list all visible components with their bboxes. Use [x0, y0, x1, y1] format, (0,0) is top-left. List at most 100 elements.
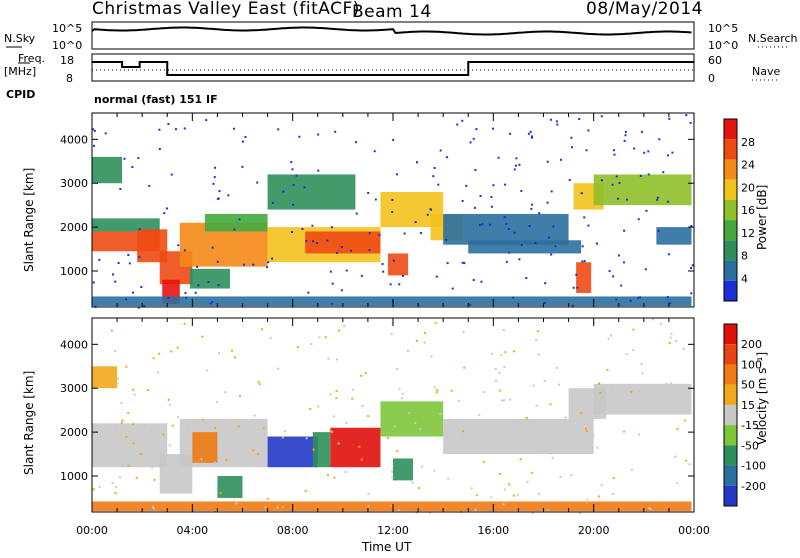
- noise-point: [133, 393, 136, 396]
- noise-point: [358, 445, 361, 448]
- noise-point: [457, 399, 460, 402]
- noise-point: [389, 504, 392, 507]
- noise-point: [479, 194, 482, 197]
- noise-point: [481, 223, 484, 226]
- noise-point: [183, 322, 186, 325]
- noise-point: [530, 135, 533, 138]
- noise-point: [159, 465, 162, 468]
- noise-point: [669, 382, 672, 385]
- noise-point: [183, 249, 186, 252]
- noise-point: [666, 296, 669, 299]
- noise-point: [158, 128, 161, 131]
- noise-point: [296, 346, 299, 349]
- noise-point: [423, 341, 426, 344]
- noise-point: [120, 401, 123, 404]
- noise-point: [514, 164, 517, 167]
- noise-point: [196, 265, 199, 268]
- noise-point: [331, 282, 334, 285]
- colorbar-tick-label: 24: [741, 159, 755, 172]
- noise-point: [462, 330, 465, 333]
- noise-point: [214, 166, 217, 169]
- noise-point: [207, 281, 210, 284]
- noise-point: [381, 263, 384, 266]
- band-mark: [92, 366, 118, 389]
- noise-point: [374, 198, 377, 201]
- noise-point: [310, 343, 313, 346]
- noise-point: [132, 442, 135, 445]
- noise-point: [391, 476, 394, 479]
- colorbar-tick-label: 15: [741, 399, 755, 412]
- noise-point: [116, 377, 119, 380]
- noise-point: [398, 387, 401, 390]
- noise-point: [139, 453, 142, 456]
- noise-point: [152, 506, 155, 509]
- colorbar-segment: [724, 260, 737, 281]
- noise-point: [439, 149, 442, 152]
- colorbar-segment: [724, 179, 737, 200]
- noise-point: [415, 339, 418, 342]
- band-mark: [593, 383, 692, 415]
- noise-point: [656, 198, 659, 201]
- noise-point: [201, 418, 204, 421]
- x-tick-label: 04:00: [176, 524, 208, 537]
- noise-point: [555, 120, 558, 123]
- colorbar-tick-label: 20: [741, 181, 755, 194]
- noise-point: [152, 507, 155, 510]
- noise-point: [570, 136, 573, 139]
- noise-point: [395, 173, 398, 176]
- noise-point: [127, 464, 130, 467]
- noise-point: [244, 135, 247, 138]
- band-mark: [468, 240, 582, 254]
- noise-point: [683, 419, 686, 422]
- noise-point: [504, 351, 507, 354]
- noise-point: [647, 150, 650, 153]
- noise-point: [534, 242, 537, 245]
- noise-point: [277, 367, 280, 370]
- noise-point: [526, 480, 529, 483]
- noise-point: [312, 240, 315, 243]
- noise-point: [461, 119, 464, 122]
- freq-panel-frame: [91, 53, 695, 82]
- noise-point: [583, 216, 586, 219]
- noise-point: [571, 304, 574, 307]
- noise-point: [92, 144, 95, 147]
- noise-point: [116, 382, 119, 385]
- band-mark: [312, 432, 331, 468]
- noise-point: [578, 117, 581, 120]
- noise-point: [213, 176, 216, 179]
- noise-point: [92, 488, 95, 491]
- noise-point: [114, 491, 117, 494]
- noise-point: [645, 209, 648, 212]
- noise-point: [512, 494, 515, 497]
- noise-point: [170, 173, 173, 176]
- noise-point: [419, 231, 422, 234]
- noise-point: [490, 196, 493, 199]
- nsky-trace: [91, 26, 692, 36]
- noise-point: [227, 422, 230, 425]
- noise-point: [345, 421, 348, 424]
- noise-point: [201, 335, 204, 338]
- noise-point: [231, 349, 234, 352]
- noise-point: [503, 366, 506, 369]
- noise-point: [501, 399, 504, 402]
- noise-point: [361, 404, 364, 407]
- noise-point: [536, 450, 539, 453]
- x-tick-label: 20:00: [578, 524, 610, 537]
- x-axis-label: Time UT: [362, 540, 412, 554]
- noise-point: [411, 481, 414, 484]
- noise-point: [354, 141, 357, 144]
- page-title: Christmas Valley East (fitACF): [92, 0, 360, 19]
- noise-point: [585, 501, 588, 504]
- noise-point: [150, 429, 153, 432]
- noise-point: [252, 263, 255, 266]
- nsearch-tick-top: 10^5: [708, 22, 739, 35]
- noise-point: [430, 208, 433, 211]
- noise-point: [494, 379, 497, 382]
- noise-point: [125, 435, 128, 438]
- colorbar-tick-label: 12: [741, 227, 755, 240]
- noise-point: [544, 301, 547, 304]
- noise-point: [451, 287, 454, 290]
- noise-point: [292, 184, 295, 187]
- x-tick-label: 00:00: [76, 524, 108, 537]
- noise-point: [368, 232, 371, 235]
